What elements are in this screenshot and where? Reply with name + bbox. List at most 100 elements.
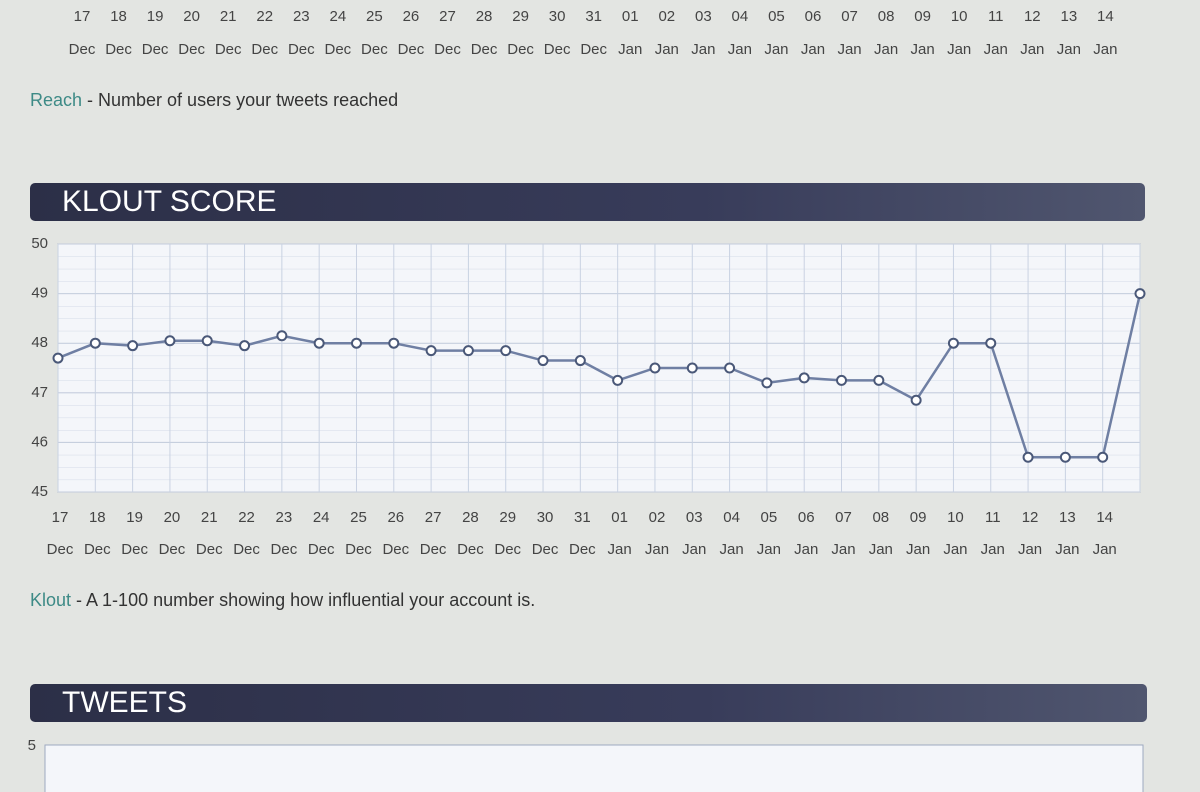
- y-tick-label: 45: [31, 483, 48, 500]
- x-tick-label: 06: [798, 509, 815, 526]
- x-tick-label: 20: [164, 509, 181, 526]
- point: [500, 345, 512, 357]
- x-tick-month: Dec: [569, 541, 596, 558]
- reach-x-month: Jan: [837, 41, 861, 58]
- point: [313, 337, 325, 349]
- reach-x-day: 20: [183, 8, 200, 25]
- y-tick-label: 49: [31, 285, 48, 302]
- x-tick-month: Dec: [382, 541, 409, 558]
- reach-x-day: 10: [951, 8, 968, 25]
- x-tick-month: Jan: [981, 541, 1005, 558]
- reach-x-month: Jan: [764, 41, 788, 58]
- point: [836, 374, 848, 386]
- reach-x-day: 27: [439, 8, 456, 25]
- point: [985, 337, 997, 349]
- x-tick-label: 09: [910, 509, 927, 526]
- x-tick-month: Jan: [906, 541, 930, 558]
- reach-x-day: 04: [732, 8, 749, 25]
- point: [686, 362, 698, 374]
- x-tick-label: 07: [835, 509, 852, 526]
- reach-x-month: Dec: [471, 41, 498, 58]
- chart-title: KLOUT SCORE: [62, 185, 277, 218]
- point: [537, 355, 549, 367]
- y-tick-label: 46: [31, 433, 48, 450]
- x-tick-label: 22: [238, 509, 255, 526]
- x-tick-month: Dec: [84, 541, 111, 558]
- klout-text: - A 1-100 number showing how influential…: [71, 590, 535, 610]
- reach-x-month: Dec: [507, 41, 534, 58]
- x-tick-month: Dec: [159, 541, 186, 558]
- x-tick-month: Jan: [608, 541, 632, 558]
- reach-x-day: 29: [512, 8, 529, 25]
- reach-x-day: 09: [914, 8, 931, 25]
- x-tick-label: 29: [499, 509, 516, 526]
- x-tick-month: Dec: [420, 541, 447, 558]
- reach-x-month: Jan: [728, 41, 752, 58]
- point: [164, 335, 176, 347]
- reach-x-day: 23: [293, 8, 310, 25]
- point: [1059, 451, 1071, 463]
- tweets-plot: [44, 744, 1144, 792]
- reach-x-month: Jan: [655, 41, 679, 58]
- reach-x-month: Jan: [947, 41, 971, 58]
- x-tick-month: Jan: [1018, 541, 1042, 558]
- reach-x-month: Dec: [288, 41, 315, 58]
- x-tick-label: 21: [201, 509, 218, 526]
- x-tick-month: Dec: [233, 541, 260, 558]
- y-tick-label: 50: [31, 235, 48, 252]
- reach-x-day: 28: [476, 8, 493, 25]
- reach-x-month: Jan: [1020, 41, 1044, 58]
- point: [239, 340, 251, 352]
- x-tick-label: 08: [872, 509, 889, 526]
- x-tick-label: 25: [350, 509, 367, 526]
- klout-caption: Klout - A 1-100 number showing how influ…: [30, 590, 535, 610]
- reach-x-month: Jan: [984, 41, 1008, 58]
- x-tick-month: Dec: [345, 541, 372, 558]
- point: [761, 377, 773, 389]
- x-tick-month: Jan: [757, 541, 781, 558]
- x-tick-label: 18: [89, 509, 106, 526]
- x-tick-label: 23: [276, 509, 293, 526]
- x-tick-label: 27: [425, 509, 442, 526]
- reach-term: Reach: [30, 90, 82, 110]
- x-tick-label: 26: [387, 509, 404, 526]
- x-tick-month: Jan: [719, 541, 743, 558]
- x-tick-label: 24: [313, 509, 330, 526]
- y-tick-label: 47: [31, 384, 48, 401]
- reach-x-day: 01: [622, 8, 639, 25]
- x-tick-month: Jan: [645, 541, 669, 558]
- reach-x-month: Jan: [874, 41, 898, 58]
- point: [52, 352, 64, 364]
- reach-x-month: Jan: [911, 41, 935, 58]
- reach-x-month: Dec: [142, 41, 169, 58]
- reach-x-day: 06: [805, 8, 822, 25]
- reach-x-day: 13: [1061, 8, 1078, 25]
- reach-x-day: 21: [220, 8, 237, 25]
- point: [649, 362, 661, 374]
- tweets-header: [30, 684, 1147, 722]
- point: [201, 335, 213, 347]
- reach-x-day: 03: [695, 8, 712, 25]
- point: [462, 345, 474, 357]
- minor-grid: [58, 244, 1140, 492]
- x-tick-label: 17: [52, 509, 69, 526]
- point: [947, 337, 959, 349]
- point: [873, 374, 885, 386]
- reach-x-day: 25: [366, 8, 383, 25]
- x-tick-month: Dec: [308, 541, 335, 558]
- reach-x-day: 14: [1097, 8, 1114, 25]
- x-tick-label: 04: [723, 509, 740, 526]
- x-tick-label: 28: [462, 509, 479, 526]
- reach-x-month: Dec: [434, 41, 461, 58]
- x-tick-month: Dec: [271, 541, 298, 558]
- reach-x-day: 05: [768, 8, 785, 25]
- reach-x-day: 08: [878, 8, 895, 25]
- x-tick-label: 30: [537, 509, 554, 526]
- reach-x-day: 26: [403, 8, 420, 25]
- reach-x-month: Dec: [361, 41, 388, 58]
- point: [425, 345, 437, 357]
- x-tick-month: Jan: [1093, 541, 1117, 558]
- reach-x-month: Dec: [580, 41, 607, 58]
- y-tick-label: 48: [31, 334, 48, 351]
- x-tick-month: Jan: [869, 541, 893, 558]
